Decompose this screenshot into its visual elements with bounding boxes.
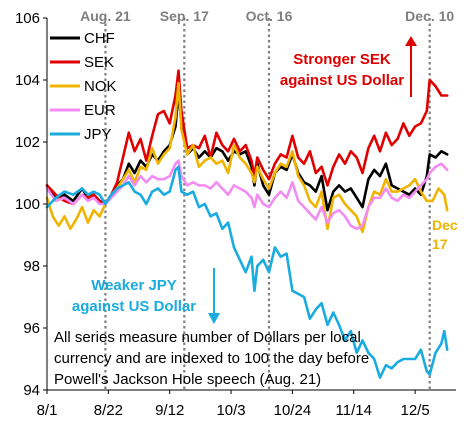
- legend-label-eur: EUR: [84, 102, 116, 119]
- jpy-annotation: Weaker JPY against US Dollar: [72, 268, 220, 324]
- event-label: Oct. 16: [246, 8, 293, 24]
- up-arrowhead-icon: [405, 36, 417, 46]
- legend-label-chf: CHF: [84, 30, 115, 47]
- x-tick-label: 8/1: [37, 402, 58, 419]
- y-tick-label: 104: [15, 72, 40, 89]
- series-line-sek: [45, 69, 449, 206]
- event-label: Dec. 10: [405, 8, 454, 24]
- footnote-line-1: All series measure number of Dollars per…: [54, 329, 361, 346]
- y-tick-label: 96: [23, 320, 40, 337]
- x-tick-label: 11/14: [336, 402, 372, 419]
- event-label: Sep. 17: [160, 8, 209, 24]
- y-tick-label: 100: [15, 196, 40, 213]
- y-tick-label: 98: [23, 258, 40, 275]
- y-tick-label: 102: [15, 134, 40, 151]
- dec17-annotation: Dec 17: [432, 217, 458, 252]
- footnote: All series measure number of Dollars per…: [54, 329, 369, 388]
- footnote-line-2: currency and are indexed to 100 the day …: [54, 350, 369, 367]
- dec17-line-2: 17: [432, 236, 448, 252]
- legend-label-nok: NOK: [84, 78, 117, 95]
- legend-label-jpy: JPY: [84, 126, 112, 143]
- series-line-jpy: [45, 165, 449, 379]
- series-lines: [45, 69, 449, 379]
- down-arrowhead-icon: [208, 313, 220, 324]
- y-tick-label: 106: [15, 10, 40, 27]
- event-label: Aug. 21: [80, 8, 131, 24]
- sek-annotation: Stronger SEK against US Dollar: [280, 36, 417, 97]
- x-tick-label: 10/3: [216, 402, 245, 419]
- y-tick-label: 94: [23, 382, 40, 399]
- footnote-line-3: Powell's Jackson Hole speech (Aug. 21): [54, 371, 321, 388]
- legend-label-sek: SEK: [84, 54, 114, 71]
- x-tick-label: 9/12: [155, 402, 184, 419]
- x-tick-label: 8/22: [94, 402, 123, 419]
- jpy-annotation-line-1: Weaker JPY: [91, 277, 177, 294]
- series-line-eur: [45, 159, 449, 231]
- dec17-line-1: Dec: [432, 217, 458, 233]
- x-tick-label: 10/24: [274, 402, 312, 419]
- axes: 94 96 98 100 102 104 106 8/1 8/22 9/12 10/3 10/24 11…: [15, 10, 456, 419]
- jpy-annotation-line-2: against US Dollar: [72, 298, 196, 315]
- legend: CHF SEK NOK EUR JPY: [50, 30, 117, 143]
- sek-annotation-line-2: against US Dollar: [280, 72, 404, 89]
- x-tick-label: 12/5: [400, 402, 429, 419]
- sek-annotation-line-1: Stronger SEK: [293, 51, 391, 68]
- event-markers: Aug. 21 Sep. 17 Oct. 16 Dec. 10: [80, 8, 454, 390]
